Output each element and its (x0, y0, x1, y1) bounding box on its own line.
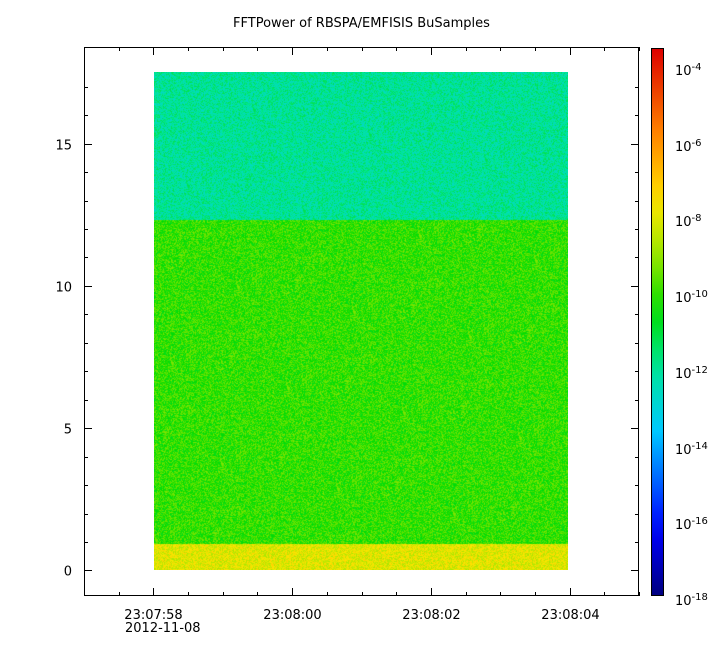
colorbar-tick-base: 10 (675, 518, 692, 533)
colorbar-tick-exponent: -18 (691, 592, 708, 603)
colorbar-tick-exponent: -6 (691, 138, 702, 149)
colorbar-tick-base: 10 (675, 291, 692, 306)
colorbar-tick-label: 10-16 (675, 515, 708, 532)
x-tick-label: 23:08:02 (402, 608, 460, 623)
x-tick-label: 23:07:58 (124, 608, 182, 623)
y-tick-label: 15 (55, 139, 72, 154)
colorbar-tick-base: 10 (675, 443, 692, 458)
colorbar-tick-label: 10-6 (675, 137, 702, 154)
y-tick-label: 0 (64, 565, 72, 580)
colorbar (651, 48, 664, 596)
colorbar-tick-base: 10 (675, 367, 692, 382)
x-tick-label: 23:08:00 (263, 608, 321, 623)
colorbar-tick-exponent: -10 (691, 289, 708, 300)
colorbar-tick-base: 10 (675, 594, 692, 609)
colorbar-tick-base: 10 (675, 140, 692, 155)
colorbar-tick-exponent: -4 (691, 62, 702, 73)
x-tick-label: 23:08:04 (541, 608, 599, 623)
colorbar-tick-base: 10 (675, 64, 692, 79)
colorbar-tick-exponent: -14 (691, 441, 708, 452)
colorbar-tick-label: 10-10 (675, 288, 708, 305)
x-date-label: 2012-11-08 (125, 621, 201, 636)
colorbar-tick-label: 10-18 (675, 591, 708, 608)
spectrogram-image (154, 72, 568, 570)
colorbar-tick-exponent: -16 (691, 516, 708, 527)
colorbar-tick-label: 10-14 (675, 440, 708, 457)
colorbar-tick-base: 10 (675, 215, 692, 230)
y-tick-label: 5 (64, 423, 72, 438)
colorbar-tick-exponent: -12 (691, 365, 708, 376)
colorbar-tick-label: 10-8 (675, 212, 702, 229)
colorbar-tick-label: 10-4 (675, 61, 702, 78)
colorbar-tick-exponent: -8 (691, 213, 702, 224)
colorbar-tick-label: 10-12 (675, 364, 708, 381)
y-tick-label: 10 (55, 281, 72, 296)
chart-title: FFTPower of RBSPA/EMFISIS BuSamples (233, 16, 490, 31)
